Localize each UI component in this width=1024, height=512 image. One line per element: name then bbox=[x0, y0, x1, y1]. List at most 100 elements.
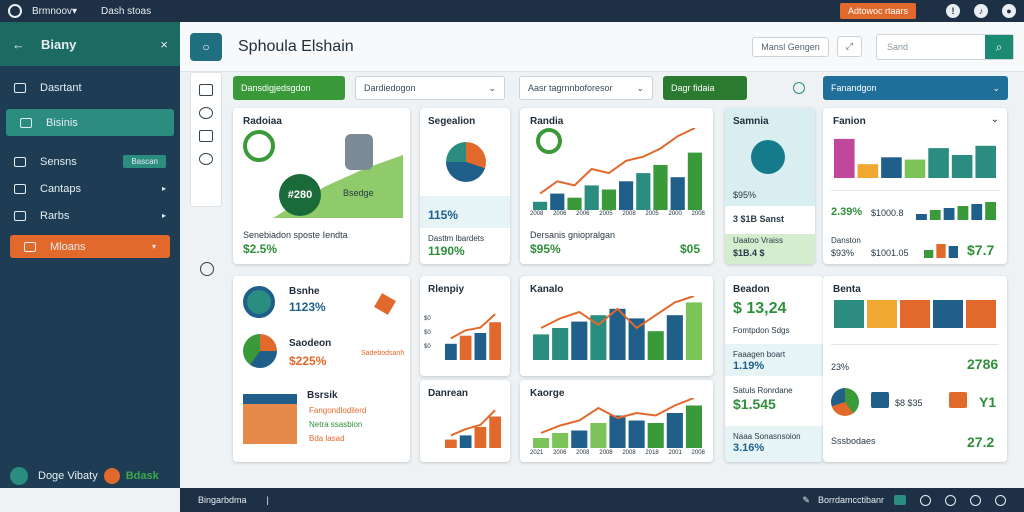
card-kaorge[interactable]: Kaorge 2021 2006 2008 2008 2008 2018 2001 2008 bbox=[520, 380, 713, 462]
chart-bar bbox=[929, 210, 941, 220]
card-segealion[interactable]: Segealion 115% Dasttm lbardets 1190% bbox=[420, 108, 510, 264]
chart-svg bbox=[533, 127, 702, 210]
chevron-down-icon: ⌄ bbox=[636, 82, 644, 93]
card-value: 23% bbox=[831, 362, 850, 372]
brand-menu[interactable]: Brmnoov▾ bbox=[32, 5, 78, 17]
chart-badge-icon bbox=[536, 128, 562, 154]
card-danrean[interactable]: Danrean bbox=[420, 380, 510, 462]
chart-bar bbox=[975, 145, 996, 178]
bell-icon[interactable] bbox=[995, 494, 1006, 506]
sidebar-item-contacts[interactable]: Cantaps ▸ bbox=[0, 175, 180, 202]
separator: | bbox=[266, 495, 269, 505]
chart-bar bbox=[459, 435, 472, 448]
bar-chart bbox=[831, 132, 999, 178]
filter-button-1[interactable]: Dansdigjedsgdon bbox=[233, 76, 345, 100]
chat-icon[interactable] bbox=[894, 495, 906, 505]
tick-label: 2006 bbox=[553, 211, 567, 217]
globe-icon[interactable] bbox=[920, 494, 931, 506]
clock-icon[interactable] bbox=[200, 262, 214, 276]
card-randia[interactable]: Randia 2008 2006 2006 2005 2008 2005 2000 2008 … bbox=[520, 108, 713, 264]
info-icon[interactable]: ! bbox=[946, 4, 960, 18]
filter-dropdown-1[interactable]: Dardiedogon ⌄ bbox=[355, 76, 505, 100]
stat-panel bbox=[725, 206, 815, 234]
card-note: Fangondlodilerd bbox=[309, 406, 367, 415]
chart-bar bbox=[628, 420, 645, 448]
footer-tag: Bdask bbox=[125, 470, 159, 482]
card-value: 27.2 bbox=[967, 434, 995, 450]
sidebar-item-dashboard[interactable]: Dasrtant bbox=[0, 74, 180, 101]
coin-stack-icon bbox=[345, 134, 373, 170]
sidebar-item-business[interactable]: Bisinis bbox=[6, 109, 174, 136]
search-box[interactable]: Sand ⌕ bbox=[876, 33, 1014, 60]
card-benta[interactable]: Benta 23% 2786 $8 $35 Y1 Sssbodaes 27.2 bbox=[823, 276, 1007, 462]
sidebar-item-label: Cantaps bbox=[40, 182, 81, 195]
chart-bar bbox=[533, 201, 548, 210]
chart-bar bbox=[881, 157, 902, 178]
filter-dropdown-3[interactable]: Fanandgon ⌄ bbox=[823, 76, 1008, 100]
back-arrow-icon[interactable]: ← bbox=[12, 36, 25, 52]
card-title: Beadon bbox=[733, 284, 770, 295]
building-illustration bbox=[243, 394, 297, 444]
sidebar-item-reports[interactable]: Rarbs ▸ bbox=[0, 202, 180, 229]
menu-toggle-icon[interactable]: ○ bbox=[190, 32, 222, 61]
sync-icon[interactable] bbox=[945, 494, 956, 506]
tick-label: $0 bbox=[424, 316, 431, 322]
search-icon[interactable]: ⌕ bbox=[985, 34, 1013, 59]
card-samnia[interactable]: Samnia $95% 3 $1B Sanst Uaatoo Vraiss $1… bbox=[725, 108, 815, 264]
user-avatar-icon[interactable]: ● bbox=[1002, 4, 1016, 18]
sidebar-item-label: Sensns bbox=[40, 155, 77, 168]
close-icon[interactable]: × bbox=[160, 36, 168, 52]
card-rlenpiy[interactable]: Rlenpiy $0 $0 $0 bbox=[420, 276, 510, 376]
card-beadon[interactable]: Beadon $ 13,24 Fomtpdon Sdgs Faaagen boa… bbox=[725, 276, 823, 462]
card-value: 115% bbox=[428, 208, 459, 222]
download-icon[interactable] bbox=[970, 494, 981, 506]
chart-bar bbox=[636, 173, 651, 210]
filter-button-2[interactable]: Dagr fidaia bbox=[663, 76, 747, 100]
card-radoiaa[interactable]: Radoiaa #280 Bsedge Senebiadon sposte Ie… bbox=[233, 108, 410, 264]
chart-bar bbox=[552, 433, 569, 448]
card-note: Netra ssasbion bbox=[309, 420, 363, 429]
doc-tool-icon[interactable] bbox=[199, 130, 213, 142]
chart-bar bbox=[867, 300, 897, 328]
chart-svg bbox=[533, 295, 702, 360]
settings-icon[interactable] bbox=[793, 82, 805, 94]
share-icon[interactable]: ⤢ bbox=[836, 36, 862, 57]
card-title: Samnia bbox=[733, 116, 769, 127]
chart-bar bbox=[571, 430, 588, 448]
chart-bar bbox=[533, 438, 550, 448]
square-tool-icon[interactable] bbox=[199, 84, 213, 96]
tick-label: 2001 bbox=[668, 450, 682, 456]
chart-bar bbox=[685, 405, 702, 448]
chart-svg bbox=[445, 409, 501, 448]
chart-bar bbox=[904, 159, 926, 178]
donut-icon bbox=[243, 334, 277, 368]
card-value: 2786 bbox=[967, 356, 999, 372]
chart-bar bbox=[951, 155, 973, 178]
sidebar-footer[interactable]: Doge Vibaty Bdask bbox=[0, 464, 180, 488]
comment-tool-icon[interactable] bbox=[199, 107, 213, 119]
sidebar-item-sensors[interactable]: Sensns Bascan bbox=[0, 148, 180, 175]
tick-label: 2005 bbox=[599, 211, 613, 217]
header-chip[interactable]: Mansl Gengen bbox=[752, 36, 829, 57]
card-bsnhe[interactable]: Bsnhe 1123% Saodeon $225% Sadebodsanh Bs… bbox=[233, 276, 410, 462]
filter-dropdown-2[interactable]: Aasr tagrnnboforesor ⌄ bbox=[519, 76, 653, 100]
color-block-chart bbox=[831, 300, 999, 328]
chart-bar bbox=[687, 152, 702, 210]
lock-tool-icon[interactable] bbox=[199, 153, 213, 165]
sidebar-item-mloans[interactable]: Mloans ▾ bbox=[10, 235, 170, 258]
chart-bar bbox=[900, 300, 930, 328]
chart-bar bbox=[619, 181, 634, 210]
card-kanalo[interactable]: Kanalo bbox=[520, 276, 713, 376]
top-action-button[interactable]: Adtowoc rtaars bbox=[839, 3, 916, 19]
card-label: Sssbodaes bbox=[831, 436, 876, 446]
card-label: Naaa Sonasnsoion bbox=[733, 432, 801, 441]
x-axis: 2008 2006 2006 2005 2008 2005 2000 2008 bbox=[530, 211, 705, 217]
card-value: $225% bbox=[289, 354, 327, 368]
bell-icon[interactable]: ♪ bbox=[974, 4, 988, 18]
bar-line-chart bbox=[442, 306, 504, 360]
card-fanion[interactable]: Fanion ⌄ 2.39% $1000.8 Danston $93% $100… bbox=[823, 108, 1007, 264]
top-bar: Brmnoov▾ Dash stoas Adtowoc rtaars ! ♪ ● bbox=[0, 0, 1024, 22]
top-search-link[interactable]: Dash stoas bbox=[101, 5, 152, 17]
search-input[interactable]: Sand bbox=[887, 41, 909, 52]
chevron-down-icon[interactable]: ⌄ bbox=[990, 114, 999, 125]
